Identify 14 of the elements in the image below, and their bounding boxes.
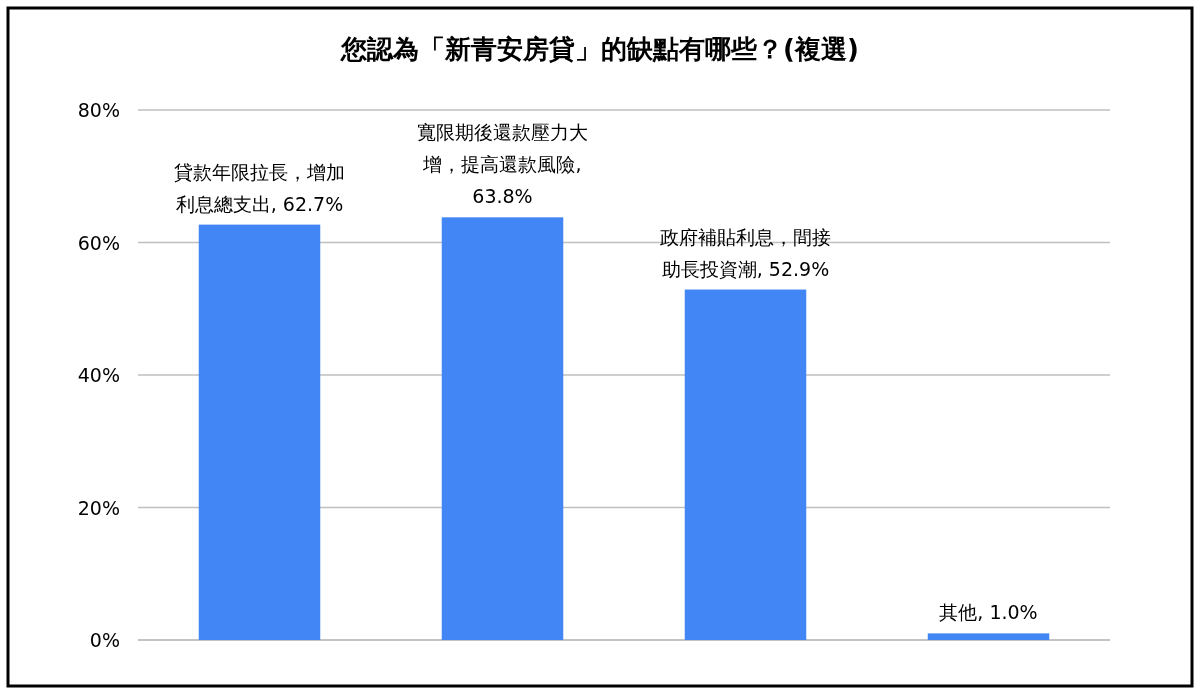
chart-title: 您認為「新青安房貸」的缺點有哪些？(複選) [340,34,859,64]
bar [198,224,321,640]
data-label: 政府補貼利息，間接助長投資潮, 52.9% [660,225,831,280]
data-label: 寬限期後還款壓力大增，提高還款風險, 63.8% [417,121,588,208]
bar [684,289,807,640]
bar [441,217,564,640]
bar [927,633,1050,640]
data-label: 貸款年限拉長，增加利息總支出, 62.7% [174,160,345,215]
y-tick-label: 20% [77,496,120,519]
y-tick-label: 0% [89,629,120,651]
data-label: 其他, 1.0% [939,601,1038,624]
y-tick-label: 60% [77,231,120,254]
y-tick-label: 40% [77,364,120,386]
y-tick-label: 80% [77,99,120,121]
